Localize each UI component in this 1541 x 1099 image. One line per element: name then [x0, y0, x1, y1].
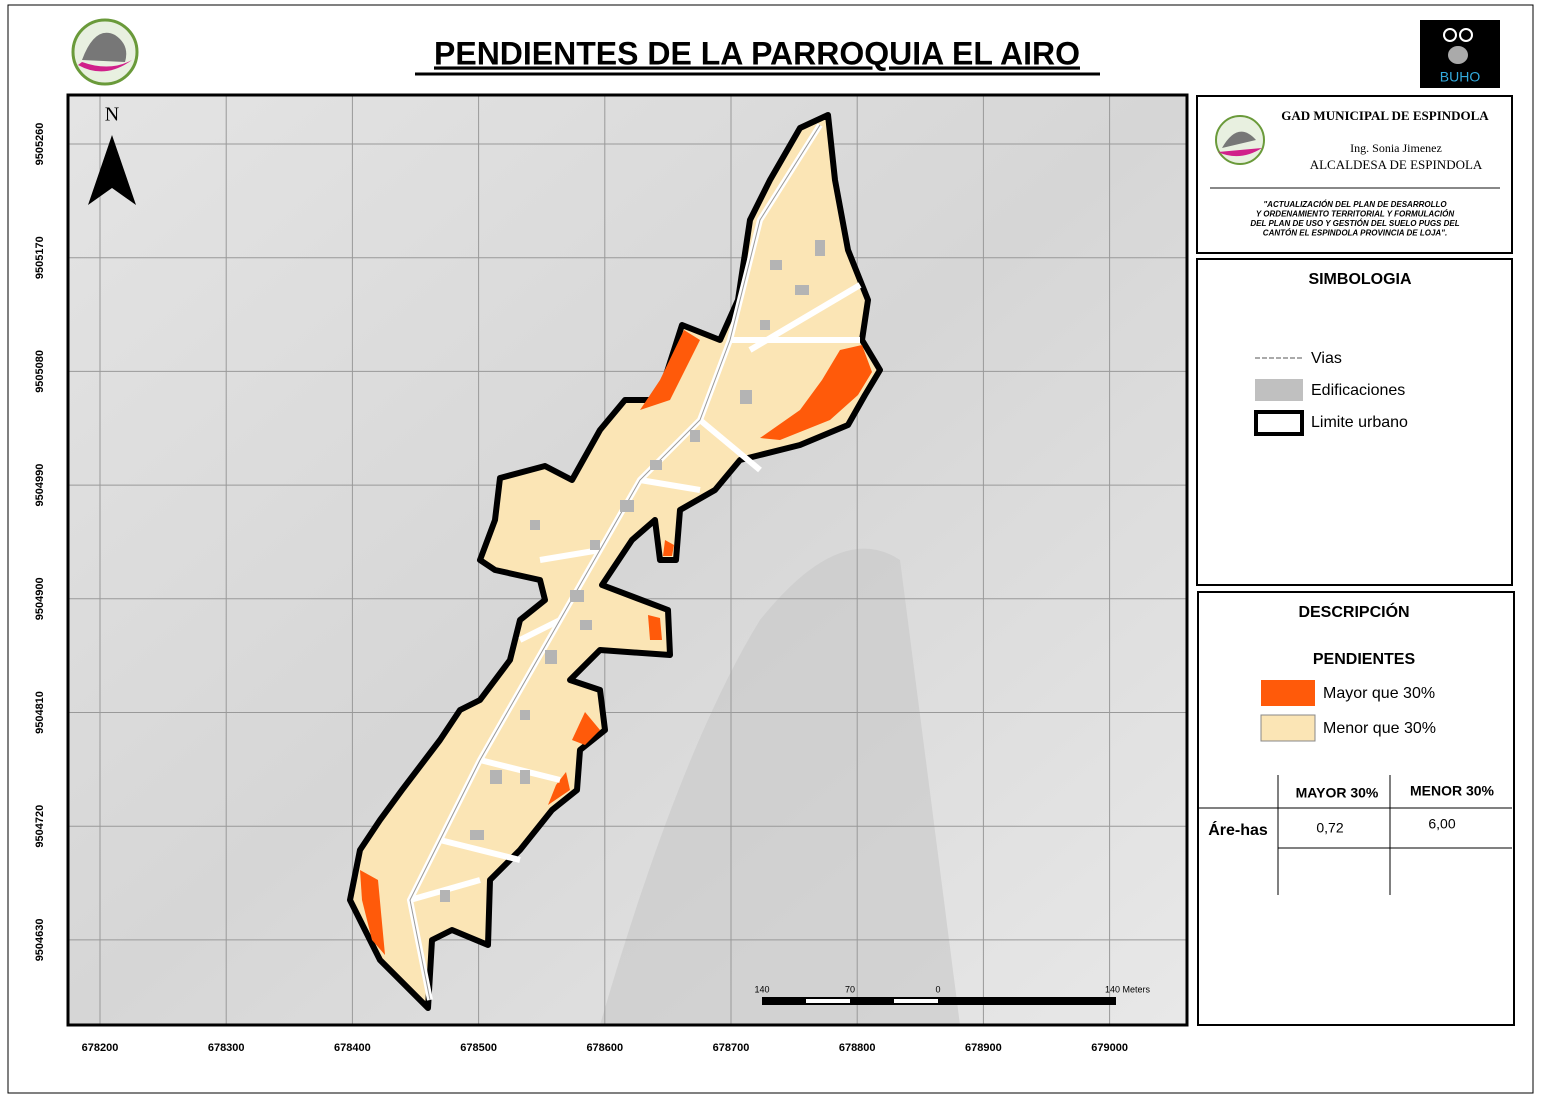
- x-coordinate: 678700: [713, 1042, 750, 1054]
- legend-label: Menor que 30%: [1323, 720, 1436, 737]
- table-header: MENOR 30%: [1410, 783, 1495, 799]
- org-name: GAD MUNICIPAL DE ESPINDOLA: [1281, 108, 1489, 123]
- project-text: Y ORDENAMIENTO TERRITORIAL Y FORMULACIÓN: [1256, 210, 1454, 219]
- person-role: ALCALDESA DE ESPINDOLA: [1310, 157, 1483, 172]
- table-row-label: Áre-has: [1208, 820, 1268, 839]
- logo-left: [71, 18, 139, 86]
- legend-limit: [1254, 410, 1304, 436]
- x-coordinate: 678200: [82, 1042, 119, 1054]
- scale-label: 140: [754, 984, 769, 994]
- x-coordinate: 678800: [839, 1042, 876, 1054]
- x-coordinate: 678300: [208, 1042, 245, 1054]
- page-frame: [7, 4, 1534, 1094]
- hillshade-dark: [600, 548, 960, 1025]
- road-lines: [409, 124, 821, 1001]
- y-coordinate: 9504630: [34, 918, 46, 961]
- scale-label: 0: [935, 984, 940, 994]
- symbology-panel: [1196, 258, 1513, 586]
- north-arrow: [88, 135, 136, 205]
- project-text: DEL PLAN DE USO Y GESTIÓN DEL SUELO PUGS…: [1250, 219, 1459, 228]
- y-coordinate: 9504900: [34, 577, 46, 620]
- north-label: N: [105, 104, 119, 126]
- steep-areas: [360, 330, 872, 955]
- buildings: [440, 240, 825, 902]
- table-cell: 0,72: [1316, 820, 1343, 836]
- legend-building: [1255, 379, 1303, 401]
- x-coordinate: 678500: [460, 1042, 497, 1054]
- table-lines: [1198, 775, 1512, 895]
- hillshade: [68, 95, 1187, 1025]
- y-coordinate: 9505080: [34, 350, 46, 393]
- map-frame: [66, 93, 1189, 1027]
- map: N 140 70 0 140 Meters: [66, 93, 1189, 1027]
- project-text: CANTÓN EL ESPINDOLA PROVINCIA DE LOJA".: [1263, 229, 1447, 238]
- logo-small: [1215, 115, 1265, 165]
- legend-label: Edificaciones: [1311, 382, 1405, 399]
- person-name: Ing. Sonia Jimenez: [1350, 141, 1442, 155]
- legend-label: Mayor que 30%: [1323, 685, 1435, 702]
- description-title: DESCRIPCIÓN: [1298, 602, 1409, 621]
- legend-label: Vias: [1311, 350, 1342, 367]
- x-coordinate: 678600: [586, 1042, 623, 1054]
- project-text: "ACTUALIZACIÓN DEL PLAN DE DESARROLLO: [1263, 200, 1447, 209]
- x-coordinate: 678400: [334, 1042, 371, 1054]
- y-coordinate: 9505170: [34, 236, 46, 279]
- x-coordinate: 679000: [1091, 1042, 1128, 1054]
- description-subtitle: PENDIENTES: [1313, 651, 1416, 668]
- legend-label: Limite urbano: [1311, 414, 1408, 431]
- title: PENDIENTES DE LA PARROQUIA EL AIRO: [434, 35, 1080, 71]
- y-coordinate: 9504720: [34, 805, 46, 848]
- table-cell: 6,00: [1428, 816, 1455, 832]
- y-coordinate: 9504810: [34, 691, 46, 734]
- logo-right: BUHO: [1420, 20, 1500, 88]
- scale-label: 140 Meters: [1105, 984, 1151, 994]
- scale-label: 70: [845, 984, 855, 994]
- legend-gentle: [1260, 714, 1316, 742]
- legend-steep: [1261, 680, 1315, 706]
- scale-bar: [762, 997, 1116, 1005]
- logo-text: BUHO: [1440, 69, 1481, 85]
- x-coordinate: 678900: [965, 1042, 1002, 1054]
- y-coordinate: 9504990: [34, 464, 46, 507]
- table-header: MAYOR 30%: [1296, 785, 1379, 801]
- symbology-title: SIMBOLOGIA: [1308, 271, 1412, 288]
- y-coordinate: 9505260: [34, 123, 46, 166]
